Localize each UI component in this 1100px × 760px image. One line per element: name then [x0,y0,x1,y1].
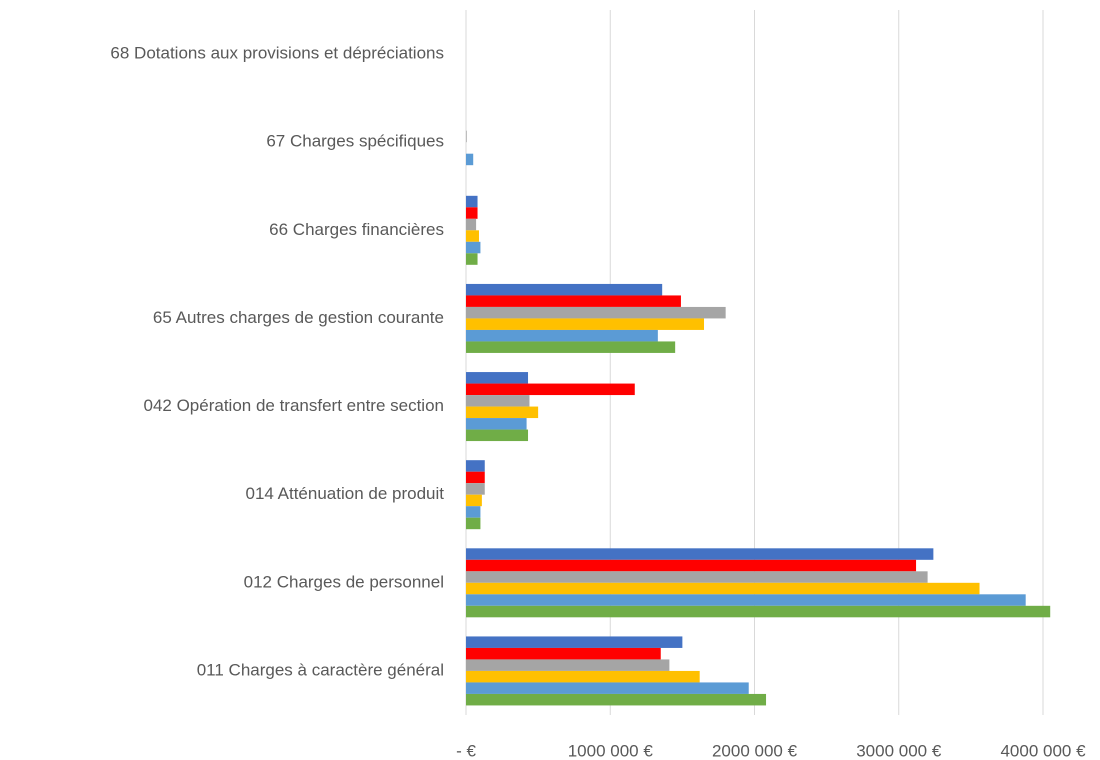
bar [466,241,481,254]
bar [466,406,539,419]
y-tick-label: 042 Opération de transfert entre section [143,396,444,415]
bar [466,383,635,396]
y-tick-label: 68 Dotations aux provisions et dépréciat… [110,44,444,63]
bar [466,207,478,219]
y-tick-label: 012 Charges de personnel [244,572,444,591]
bar [466,395,530,407]
x-tick-label: 4000 000 € [1000,741,1086,760]
y-tick-label: 014 Atténuation de produit [246,484,445,503]
bar [466,306,726,319]
bar [466,318,705,330]
bar [466,571,928,583]
bar [466,253,478,265]
bar [466,471,485,484]
bar [466,506,481,518]
bar [466,429,529,442]
bar [466,153,474,166]
x-tick-label: 2000 000 € [712,741,798,760]
bar [466,418,527,430]
x-tick-label: 3000 000 € [856,741,942,760]
bar [466,559,917,572]
bar [466,517,481,530]
bar [466,341,676,353]
bar [466,582,980,595]
bar [466,295,681,307]
bar [466,372,529,384]
bar [466,682,749,694]
bar [466,130,467,143]
y-tick-label: 011 Charges à caractère général [197,660,444,679]
bar [466,693,767,706]
bar [466,659,670,671]
bar [466,230,479,242]
bar [466,594,1026,606]
bar [466,605,1051,618]
x-tick-label: - € [456,741,476,760]
y-tick-label: 67 Charges spécifiques [266,132,444,151]
y-tick-label: 66 Charges financières [269,220,444,239]
bar [466,218,477,231]
bar [466,483,485,495]
bar [466,195,478,208]
bar [466,329,658,342]
bar [466,283,663,296]
bar [466,670,700,683]
bar [466,647,661,660]
bar [466,460,485,472]
y-tick-label: 65 Autres charges de gestion courante [153,308,444,327]
x-tick-label: 1000 000 € [568,741,654,760]
bar [466,636,683,648]
bar [466,548,934,560]
bar [466,494,482,507]
